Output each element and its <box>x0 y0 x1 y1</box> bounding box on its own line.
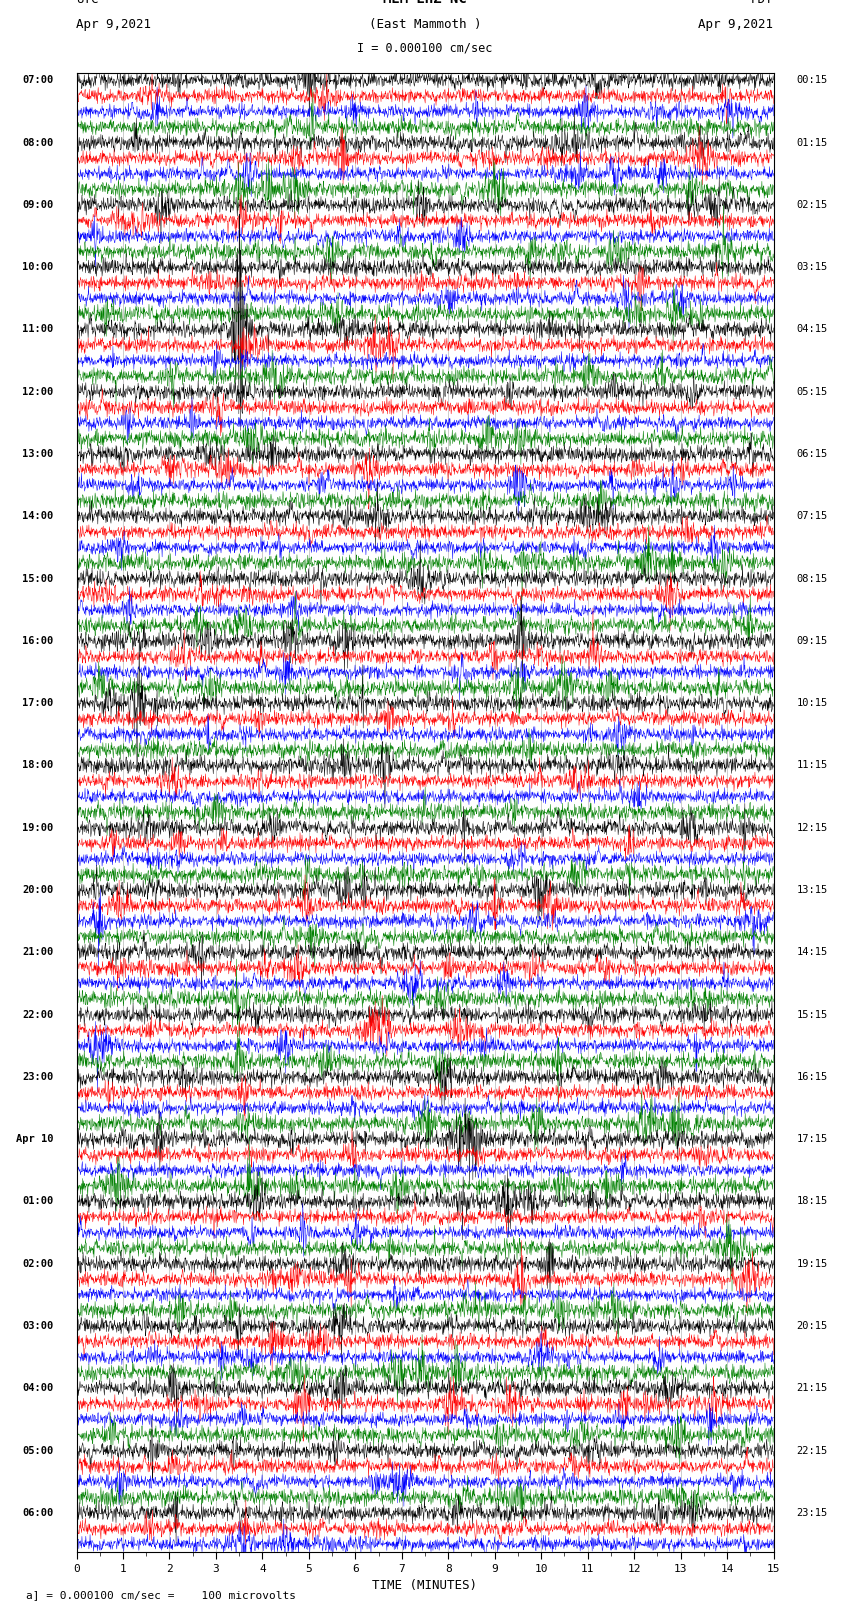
Text: 22:00: 22:00 <box>22 1010 54 1019</box>
Text: 01:00: 01:00 <box>22 1197 54 1207</box>
Text: 16:00: 16:00 <box>22 636 54 645</box>
Text: a] = 0.000100 cm/sec =    100 microvolts: a] = 0.000100 cm/sec = 100 microvolts <box>26 1590 296 1600</box>
X-axis label: TIME (MINUTES): TIME (MINUTES) <box>372 1579 478 1592</box>
Text: 06:15: 06:15 <box>796 448 828 460</box>
Text: UTC: UTC <box>76 0 99 6</box>
Text: 10:15: 10:15 <box>796 698 828 708</box>
Text: 09:15: 09:15 <box>796 636 828 645</box>
Text: 09:00: 09:00 <box>22 200 54 210</box>
Text: 04:00: 04:00 <box>22 1384 54 1394</box>
Text: 04:15: 04:15 <box>796 324 828 334</box>
Text: MEM EHZ NC: MEM EHZ NC <box>383 0 467 6</box>
Text: 07:15: 07:15 <box>796 511 828 521</box>
Text: 15:15: 15:15 <box>796 1010 828 1019</box>
Text: 03:00: 03:00 <box>22 1321 54 1331</box>
Text: 12:00: 12:00 <box>22 387 54 397</box>
Text: 14:00: 14:00 <box>22 511 54 521</box>
Text: 20:15: 20:15 <box>796 1321 828 1331</box>
Text: 16:15: 16:15 <box>796 1071 828 1082</box>
Text: 06:00: 06:00 <box>22 1508 54 1518</box>
Text: 23:00: 23:00 <box>22 1071 54 1082</box>
Text: 18:00: 18:00 <box>22 760 54 771</box>
Text: 13:00: 13:00 <box>22 448 54 460</box>
Text: 07:00: 07:00 <box>22 76 54 85</box>
Text: 02:15: 02:15 <box>796 200 828 210</box>
Text: 10:00: 10:00 <box>22 263 54 273</box>
Text: 02:00: 02:00 <box>22 1258 54 1269</box>
Text: 17:15: 17:15 <box>796 1134 828 1144</box>
Text: 22:15: 22:15 <box>796 1445 828 1455</box>
Text: Apr 10: Apr 10 <box>16 1134 54 1144</box>
Text: 23:15: 23:15 <box>796 1508 828 1518</box>
Text: 05:00: 05:00 <box>22 1445 54 1455</box>
Text: 11:15: 11:15 <box>796 760 828 771</box>
Text: 21:00: 21:00 <box>22 947 54 957</box>
Text: 15:00: 15:00 <box>22 574 54 584</box>
Text: 21:15: 21:15 <box>796 1384 828 1394</box>
Text: Apr 9,2021: Apr 9,2021 <box>699 18 774 31</box>
Text: 18:15: 18:15 <box>796 1197 828 1207</box>
Text: 08:15: 08:15 <box>796 574 828 584</box>
Text: 03:15: 03:15 <box>796 263 828 273</box>
Text: 20:00: 20:00 <box>22 886 54 895</box>
Text: 19:15: 19:15 <box>796 1258 828 1269</box>
Text: 17:00: 17:00 <box>22 698 54 708</box>
Text: 13:15: 13:15 <box>796 886 828 895</box>
Text: 01:15: 01:15 <box>796 137 828 148</box>
Text: Apr 9,2021: Apr 9,2021 <box>76 18 151 31</box>
Text: 14:15: 14:15 <box>796 947 828 957</box>
Text: I = 0.000100 cm/sec: I = 0.000100 cm/sec <box>357 42 493 55</box>
Text: (East Mammoth ): (East Mammoth ) <box>369 18 481 31</box>
Text: 11:00: 11:00 <box>22 324 54 334</box>
Text: PDT: PDT <box>751 0 774 6</box>
Text: 19:00: 19:00 <box>22 823 54 832</box>
Text: 00:15: 00:15 <box>796 76 828 85</box>
Text: 05:15: 05:15 <box>796 387 828 397</box>
Text: 12:15: 12:15 <box>796 823 828 832</box>
Text: 08:00: 08:00 <box>22 137 54 148</box>
